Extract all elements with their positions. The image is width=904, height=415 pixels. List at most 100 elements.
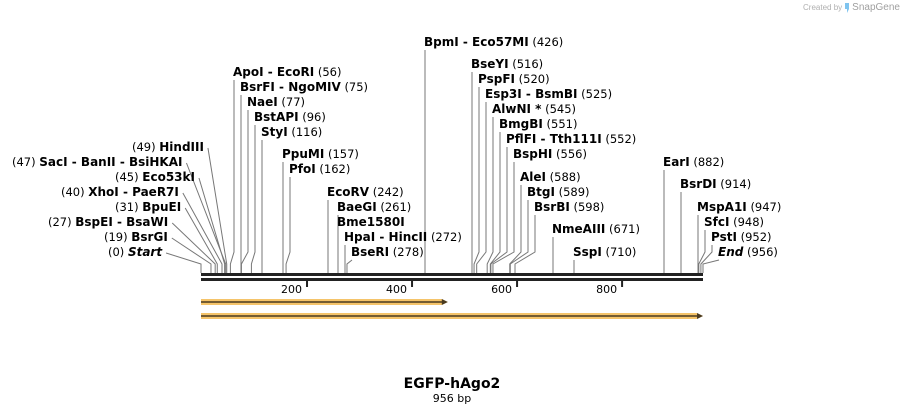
ruler-tick-label: 400 xyxy=(386,283,408,296)
ruler-tick-label: 800 xyxy=(596,283,618,296)
enzyme-site-label[interactable]: (45) Eco53kI xyxy=(115,170,195,184)
leader-line xyxy=(207,147,228,273)
leader-line xyxy=(165,252,202,273)
site-position: (948) xyxy=(733,215,765,229)
site-position: (551) xyxy=(546,117,578,131)
enzyme-site-label[interactable]: (40) XhoI - PaeR7I xyxy=(61,185,179,199)
leader-line xyxy=(171,237,212,273)
enzyme-site-label[interactable]: BsrDI (914) xyxy=(680,177,751,191)
site-position: (710) xyxy=(605,245,637,259)
enzyme-name: PflFI - Tth111I xyxy=(506,132,602,146)
site-position: (278) xyxy=(392,245,424,259)
site-position: (157) xyxy=(328,147,359,161)
ruler-tick xyxy=(621,281,624,287)
site-position: (947) xyxy=(750,200,782,214)
enzyme-site-label[interactable]: BseRI (278) xyxy=(351,245,424,259)
enzyme-name: BaeGI xyxy=(337,200,377,214)
site-position: (589) xyxy=(558,185,590,199)
enzyme-name: End xyxy=(718,245,744,259)
enzyme-site-label[interactable]: BaeGI (261) xyxy=(337,200,411,214)
enzyme-site-label[interactable]: BstAPI (96) xyxy=(254,110,326,124)
leader-line xyxy=(229,80,235,273)
enzyme-name: SfcI xyxy=(704,215,730,229)
site-position: (956) xyxy=(747,245,778,259)
enzyme-site-label[interactable]: PfoI (162) xyxy=(289,162,350,176)
site-position: (914) xyxy=(720,177,752,191)
enzyme-site-label[interactable]: (47) SacI - BanII - BsiHKAI xyxy=(12,155,182,169)
enzyme-name: NaeI xyxy=(247,95,278,109)
enzyme-name: MspA1I xyxy=(697,200,747,214)
enzyme-site-label[interactable]: AlwNI * (545) xyxy=(492,102,576,116)
snapgene-logo-icon xyxy=(845,2,850,13)
enzyme-site-label[interactable]: MspA1I (947) xyxy=(697,200,781,214)
site-position: (525) xyxy=(581,87,613,101)
site-position: (598) xyxy=(573,200,605,214)
enzyme-name: Eco53kI xyxy=(142,170,195,184)
enzyme-name: AleI xyxy=(520,170,547,184)
enzyme-site-label[interactable]: BpmI - Eco57MI (426) xyxy=(424,35,563,49)
enzyme-site-label[interactable]: BseYI (516) xyxy=(471,57,543,71)
enzyme-site-label[interactable]: Bme1580I xyxy=(337,215,405,229)
enzyme-site-label[interactable]: NaeI (77) xyxy=(247,95,305,109)
leader-line xyxy=(698,230,706,273)
enzyme-name: BpuEI xyxy=(142,200,182,214)
enzyme-site-label[interactable]: PstI (952) xyxy=(711,230,772,244)
enzyme-name: AlwNI * xyxy=(492,102,542,116)
leader-line xyxy=(509,185,522,273)
site-position: (588) xyxy=(549,170,581,184)
enzyme-site-label[interactable]: SspI (710) xyxy=(573,245,636,259)
enzyme-site-label[interactable]: BmgBI (551) xyxy=(499,117,577,131)
enzyme-site-label[interactable]: BsrBI (598) xyxy=(534,200,604,214)
leader-line xyxy=(186,162,227,273)
enzyme-site-label[interactable]: StyI (116) xyxy=(261,125,322,139)
feature-arrow-2[interactable] xyxy=(201,313,703,319)
enzyme-site-label[interactable]: AleI (588) xyxy=(520,170,581,184)
site-position: (47) xyxy=(12,155,36,169)
leader-line xyxy=(700,245,713,273)
enzyme-name: BseRI xyxy=(351,245,390,259)
leader-line xyxy=(182,192,223,273)
site-position: (77) xyxy=(281,95,306,109)
enzyme-site-label[interactable]: (27) BspEI - BsaWI xyxy=(48,215,168,229)
leader-line xyxy=(184,207,218,273)
enzyme-site-label[interactable]: SfcI (948) xyxy=(704,215,764,229)
enzyme-name: XhoI - PaeR7I xyxy=(88,185,179,199)
enzyme-site-label[interactable]: BsrFI - NgoMIV (75) xyxy=(240,80,368,94)
leader-line xyxy=(473,87,480,273)
enzyme-name: BsrGI xyxy=(131,230,168,244)
feature-arrow-1[interactable] xyxy=(201,299,448,305)
enzyme-site-label[interactable]: PpuMI (157) xyxy=(282,147,359,161)
site-position: (116) xyxy=(291,125,323,139)
leader-line xyxy=(514,215,536,273)
enzyme-site-label[interactable]: (49) HindIII xyxy=(132,140,204,154)
enzyme-name: SspI xyxy=(573,245,602,259)
enzyme-site-label[interactable]: (0) Start xyxy=(108,245,162,259)
site-position: (19) xyxy=(104,230,128,244)
enzyme-site-label[interactable]: NmeAIII (671) xyxy=(552,222,640,236)
enzyme-site-label[interactable]: PspFI (520) xyxy=(478,72,550,86)
enzyme-name: EarI xyxy=(663,155,690,169)
ruler-tick xyxy=(306,281,309,287)
enzyme-site-label[interactable]: EarI (882) xyxy=(663,155,724,169)
enzyme-site-label[interactable]: Esp3I - BsmBI (525) xyxy=(485,87,612,101)
leader-line xyxy=(490,147,508,273)
enzyme-name: HindIII xyxy=(159,140,204,154)
enzyme-site-label[interactable]: (31) BpuEI xyxy=(115,200,181,214)
enzyme-name: BstAPI xyxy=(254,110,299,124)
enzyme-site-label[interactable]: BtgI (589) xyxy=(527,185,590,199)
ruler-tick xyxy=(411,281,414,287)
leader-line xyxy=(346,259,353,273)
enzyme-site-label[interactable]: PflFI - Tth111I (552) xyxy=(506,132,636,146)
enzyme-name: BsrBI xyxy=(534,200,570,214)
site-position: (261) xyxy=(380,200,412,214)
leader-line xyxy=(509,200,529,273)
enzyme-site-label[interactable]: End (956) xyxy=(718,245,778,259)
enzyme-site-label[interactable]: EcoRV (242) xyxy=(327,185,404,199)
enzyme-name: PpuMI xyxy=(282,147,325,161)
enzyme-site-label[interactable]: ApoI - EcoRI (56) xyxy=(233,65,341,79)
enzyme-site-label[interactable]: BspHI (556) xyxy=(513,147,587,161)
enzyme-site-label[interactable]: HpaI - HincII (272) xyxy=(344,230,462,244)
enzyme-site-label[interactable]: (19) BsrGI xyxy=(104,230,168,244)
leader-line xyxy=(489,132,501,273)
map-length: 956 bp xyxy=(432,392,472,405)
